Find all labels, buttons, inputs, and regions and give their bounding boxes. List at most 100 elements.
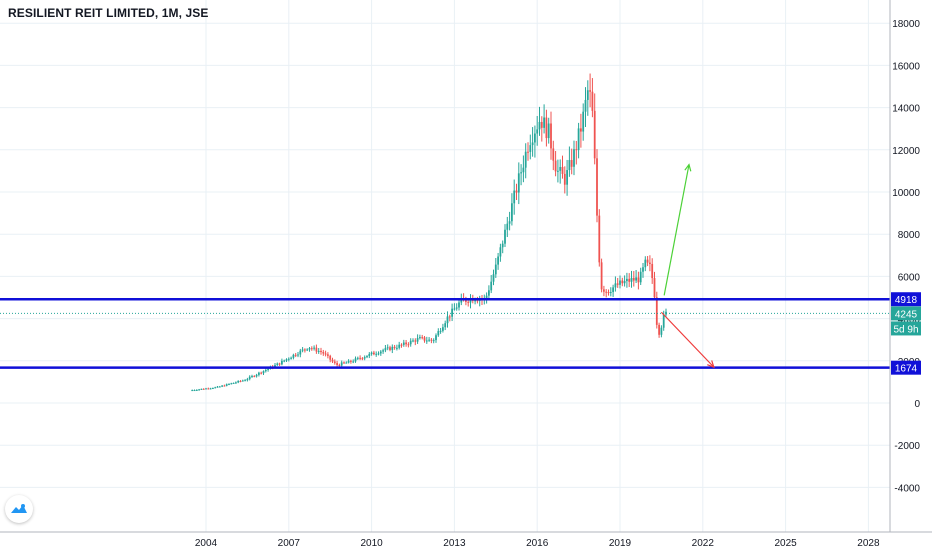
candle-body (662, 314, 665, 328)
candle-body (375, 353, 378, 355)
candle-body (368, 353, 371, 357)
candle-body (642, 267, 644, 272)
resistance-badge (891, 292, 921, 307)
candle-body (278, 363, 281, 365)
candle-body (529, 145, 532, 152)
candle-body (612, 287, 614, 293)
current-price-badge (891, 306, 921, 321)
candle-body (435, 335, 437, 341)
x-tick-label: 2013 (443, 538, 466, 549)
candle-body (458, 302, 460, 308)
green-arrow-line (663, 164, 690, 296)
candle-body (386, 347, 389, 349)
x-tick-label: 2022 (692, 538, 715, 549)
candle-body (465, 299, 467, 302)
candle-body (444, 323, 447, 328)
candle-body (425, 340, 428, 342)
candle-body (276, 363, 279, 366)
candle-body (347, 360, 350, 363)
candle-body (557, 170, 559, 172)
candle-body (538, 121, 541, 130)
candle-body (644, 259, 647, 268)
candle-body (313, 347, 315, 349)
candle-body (336, 363, 338, 365)
candle-body (301, 349, 304, 351)
candle-body (455, 307, 458, 309)
resistance-label: 4918 (895, 295, 918, 306)
candle-body (221, 385, 223, 387)
countdown-label: 5d 9h (893, 324, 918, 335)
candle-body (490, 281, 493, 291)
candle-body (258, 372, 260, 375)
candle-body (607, 292, 610, 294)
candle-body (343, 362, 345, 364)
candle-body (646, 259, 649, 263)
candle-body (593, 110, 596, 159)
candle-body (598, 215, 601, 263)
candle-body (499, 247, 502, 257)
candle-body (492, 274, 495, 282)
candle-body (476, 300, 479, 302)
candle-body (228, 383, 230, 385)
candle-body (267, 368, 269, 371)
candle-body (237, 380, 240, 383)
candle-body (327, 354, 329, 356)
candle-body (274, 365, 276, 368)
candle-body (315, 347, 318, 352)
candle-body (209, 388, 212, 390)
candle-body (389, 347, 391, 350)
y-tick-label: 16000 (892, 61, 920, 72)
candle-body (340, 362, 343, 366)
current-price-label: 4245 (895, 309, 918, 320)
candle-body (350, 360, 352, 362)
candle-body (628, 278, 631, 282)
candle-body (370, 352, 373, 354)
candle-body (297, 354, 299, 356)
candle-body (202, 388, 205, 390)
tradingview-icon (11, 504, 27, 513)
candle-body (531, 142, 534, 146)
countdown-badge (891, 321, 921, 336)
candle-body (619, 280, 621, 285)
candle-body (651, 263, 654, 279)
candle-body (504, 229, 506, 244)
candle-body (614, 283, 617, 288)
tradingview-logo[interactable] (5, 495, 33, 523)
candle-body (563, 173, 566, 185)
candle-body (356, 357, 359, 359)
candle-body (329, 355, 332, 360)
candle-body (322, 351, 325, 354)
candle-body (317, 350, 320, 352)
candle-series (191, 73, 667, 392)
red-arrow-line (660, 311, 715, 368)
candle-body (577, 128, 580, 151)
candle-body (543, 117, 545, 128)
candle-body (260, 372, 263, 374)
candle-body (649, 262, 651, 264)
candle-body (623, 281, 626, 284)
candle-body (352, 361, 355, 363)
x-tick-label: 2007 (278, 538, 301, 549)
candle-body (235, 382, 237, 384)
candle-body (520, 172, 522, 174)
candle-body (536, 129, 539, 134)
candle-body (580, 128, 582, 132)
candle-body (621, 280, 624, 284)
candle-body (290, 357, 292, 359)
y-tick-label: -2000 (894, 441, 920, 452)
y-tick-label: 10000 (892, 188, 920, 199)
candle-body (596, 158, 598, 216)
support-badge (891, 360, 921, 375)
candle-body (609, 292, 612, 294)
time-axis: 2004 2007 2010 2013 2016 2019 2022 2025 2028 (0, 531, 932, 549)
candle-body (310, 348, 313, 350)
candle-body (402, 342, 405, 345)
candle-body (373, 352, 375, 355)
x-tick-label: 2004 (195, 538, 218, 549)
candle-body (451, 308, 453, 317)
candle-body (320, 350, 322, 352)
candle-body (306, 349, 309, 351)
candle-body (212, 388, 214, 390)
candle-body (517, 173, 520, 193)
